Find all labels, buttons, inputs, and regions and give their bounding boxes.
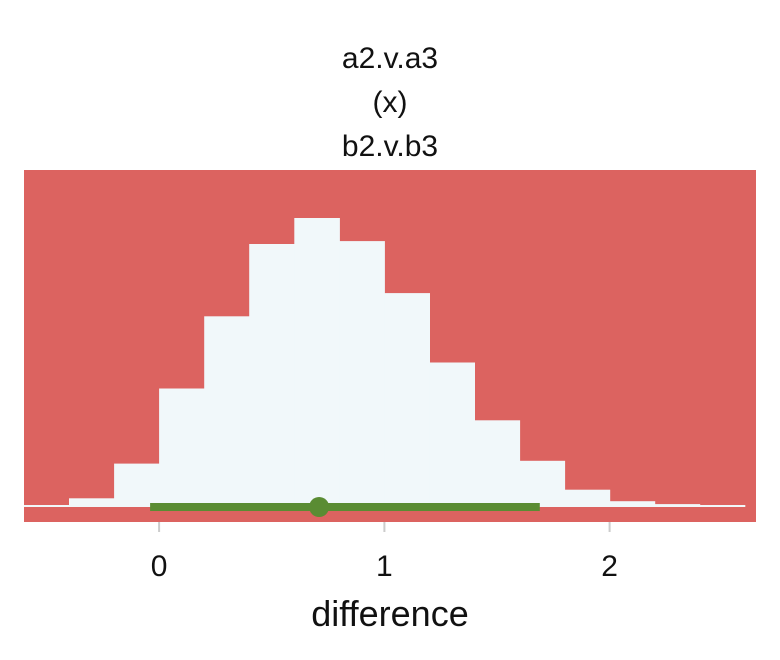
histogram-bar-7 bbox=[339, 241, 385, 507]
histogram-bar-11 bbox=[519, 460, 566, 507]
histogram-bars bbox=[24, 218, 746, 507]
histogram-bar-9 bbox=[429, 362, 475, 507]
chart-title-line-2: (x) bbox=[373, 86, 408, 119]
chart-title-line-1: a2.v.a3 bbox=[342, 42, 438, 75]
x-axis: 0 1 2 bbox=[151, 522, 618, 583]
histogram-bar-15 bbox=[699, 505, 746, 507]
histogram-bar-13 bbox=[609, 501, 656, 507]
histogram-bar-2 bbox=[114, 463, 160, 507]
histogram-bar-6 bbox=[294, 218, 340, 507]
histogram-bar-10 bbox=[474, 420, 521, 507]
interval-layer bbox=[150, 497, 540, 517]
x-tick-label-2: 2 bbox=[601, 550, 618, 583]
histogram-bar-12 bbox=[564, 489, 611, 507]
x-tick-label-0: 0 bbox=[151, 550, 168, 583]
x-tick-label-1: 1 bbox=[376, 550, 393, 583]
histogram-bar-5 bbox=[249, 244, 295, 507]
histogram-bar-14 bbox=[654, 504, 701, 507]
histogram-bar-8 bbox=[384, 293, 430, 507]
chart-title-line-3: b2.v.b3 bbox=[342, 130, 438, 163]
histogram-bar-1 bbox=[69, 498, 115, 507]
histogram-bar-3 bbox=[159, 388, 205, 507]
x-axis-title: difference bbox=[311, 593, 468, 634]
histogram-bar-4 bbox=[204, 316, 250, 507]
point-estimate-dot bbox=[309, 497, 330, 517]
histogram-bar-0 bbox=[24, 505, 70, 507]
